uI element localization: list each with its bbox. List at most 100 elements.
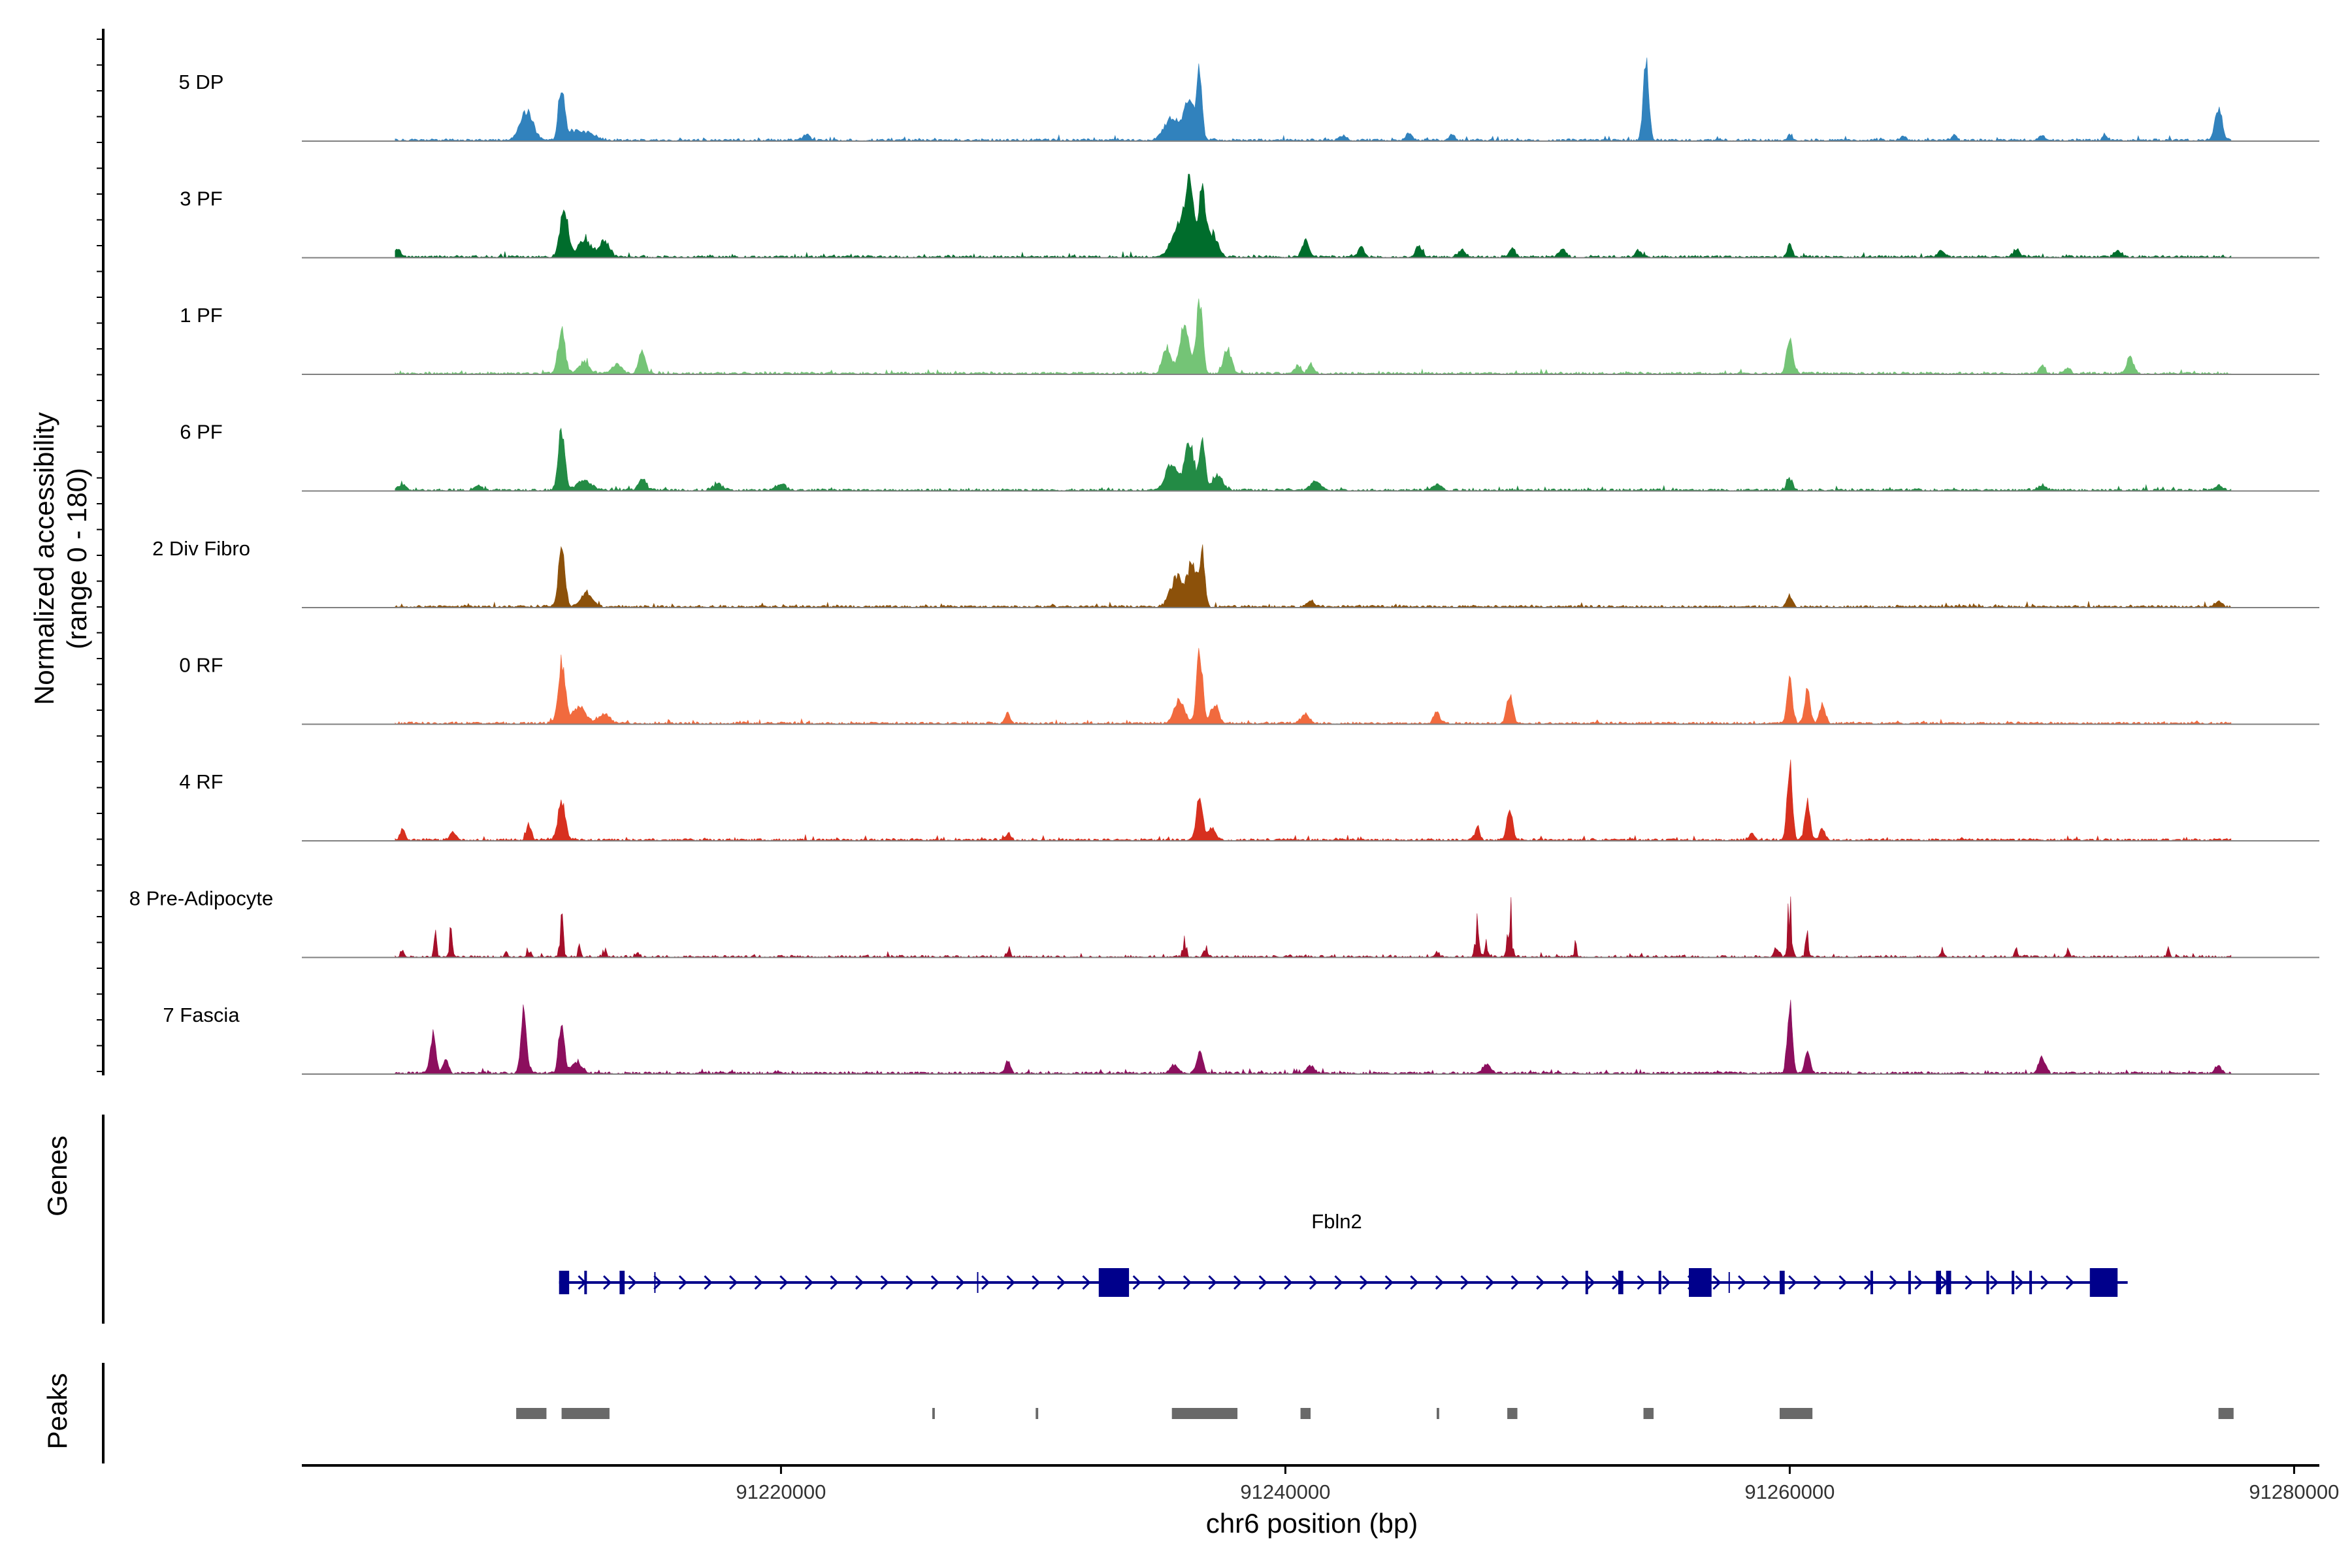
peak-region: [561, 1408, 610, 1419]
strand-arrow: [1284, 1275, 1293, 1290]
strand-arrow: [1536, 1275, 1545, 1290]
coverage-area: [395, 896, 2232, 958]
peak-region: [1643, 1408, 1654, 1419]
strand-arrow: [1889, 1275, 1898, 1290]
exon: [584, 1271, 587, 1294]
peak-region: [1171, 1408, 1238, 1419]
strand-arrow: [1056, 1275, 1066, 1290]
track-4-rf: 4 RF: [179, 759, 2319, 841]
exon: [1618, 1271, 1624, 1294]
strand-arrow: [981, 1275, 990, 1290]
exon: [1585, 1271, 1588, 1294]
strand-arrow: [1208, 1275, 1217, 1290]
strand-arrow: [1183, 1275, 1192, 1290]
genes-panel-label: Genes: [42, 1135, 73, 1217]
exon: [619, 1271, 625, 1294]
strand-arrow: [1158, 1275, 1167, 1290]
x-tick-label: 91280000: [2249, 1480, 2339, 1503]
strand-arrow: [1006, 1275, 1015, 1290]
strand-arrow: [1788, 1275, 1797, 1290]
exon: [1908, 1271, 1911, 1294]
track-7-fascia: 7 Fascia: [163, 1000, 2319, 1075]
strand-arrow: [1485, 1275, 1495, 1290]
strand-arrow: [1460, 1275, 1469, 1290]
x-tick-label: 91240000: [1240, 1480, 1330, 1503]
peaks-panel: [102, 1363, 2234, 1463]
strand-arrow: [1082, 1275, 1091, 1290]
exon: [1658, 1271, 1661, 1294]
exon: [2089, 1268, 2118, 1297]
peak-region: [1300, 1408, 1311, 1419]
track-2-div-fibro: 2 Div Fibro: [152, 537, 2319, 608]
strand-arrow: [2065, 1275, 2074, 1290]
strand-arrow: [1435, 1275, 1444, 1290]
strand-arrow: [855, 1275, 864, 1290]
exon: [559, 1271, 570, 1294]
coverage-area: [395, 759, 2232, 841]
strand-arrow: [1032, 1275, 1041, 1290]
strand-arrow: [1309, 1275, 1318, 1290]
strand-arrow: [1838, 1275, 1848, 1290]
strand-arrow: [1334, 1275, 1343, 1290]
strand-arrow: [956, 1275, 965, 1290]
strand-arrow: [653, 1275, 662, 1290]
exon: [1689, 1268, 1712, 1297]
strand-arrow: [1763, 1275, 1772, 1290]
strand-arrow: [830, 1275, 839, 1290]
strand-arrow: [779, 1275, 789, 1290]
strand-arrow: [2040, 1275, 2050, 1290]
x-tick-label: 91220000: [736, 1480, 826, 1503]
strand-arrow: [1233, 1275, 1243, 1290]
strand-arrow: [1258, 1275, 1267, 1290]
strand-arrow: [1637, 1275, 1646, 1290]
peak-region: [1779, 1408, 1813, 1419]
track-label: 7 Fascia: [163, 1004, 240, 1026]
x-tick-label: 91260000: [1744, 1480, 1835, 1503]
strand-arrow: [602, 1275, 612, 1290]
coverage-area: [395, 57, 2232, 142]
coverage-y-axis: [97, 29, 105, 1075]
peak-region: [1507, 1408, 1518, 1419]
track-6-pf: 6 PF: [180, 421, 2319, 492]
strand-arrow: [1561, 1275, 1570, 1290]
coverage-tracks: 5 DP 3 PF 1 PF 6 PF 2 Div Fibro 0 RF 4 RF 8 Pre…: [129, 57, 2319, 1075]
y-axis-label: Normalized accessibility: [29, 412, 59, 705]
strand-arrow: [1410, 1275, 1419, 1290]
strand-arrow: [2015, 1275, 2024, 1290]
exon: [1870, 1271, 1873, 1294]
track-label: 8 Pre-Adipocyte: [129, 887, 274, 910]
exon: [2029, 1271, 2033, 1294]
peak-region: [1437, 1408, 1439, 1419]
coverage-area: [395, 174, 2232, 259]
exon: [1098, 1268, 1130, 1297]
exon: [1936, 1271, 1941, 1294]
strand-arrow: [1737, 1275, 1747, 1290]
strand-arrow: [1384, 1275, 1394, 1290]
track-label: 5 DP: [179, 71, 224, 93]
track-label: 2 Div Fibro: [152, 537, 250, 560]
track-label: 3 PF: [180, 188, 222, 210]
strand-arrow: [628, 1275, 637, 1290]
strand-arrow: [1989, 1275, 1999, 1290]
genes-panel: [102, 1115, 2128, 1324]
coverage-area: [395, 544, 2232, 608]
strand-arrow: [1586, 1275, 1595, 1290]
strand-arrow: [704, 1275, 713, 1290]
track-0-rf: 0 RF: [179, 647, 2319, 725]
peak-region: [516, 1408, 547, 1419]
track-label: 4 RF: [179, 770, 223, 793]
coverage-area: [395, 298, 2232, 375]
strand-arrow: [1662, 1275, 1671, 1290]
gene-label-fbln2: Fbln2: [1311, 1210, 1362, 1233]
strand-arrow: [678, 1275, 687, 1290]
strand-arrow: [880, 1275, 889, 1290]
peak-region: [1036, 1408, 1039, 1419]
x-axis: 91220000 91240000 91260000 91280000: [302, 1464, 2339, 1503]
x-axis-label: chr6 position (bp): [1206, 1508, 1418, 1539]
track-5-dp: 5 DP: [179, 57, 2319, 142]
coverage-area: [395, 1000, 2232, 1075]
strand-arrow: [1813, 1275, 1822, 1290]
track-label: 0 RF: [179, 654, 223, 677]
strand-arrow: [804, 1275, 813, 1290]
strand-arrow: [1359, 1275, 1369, 1290]
